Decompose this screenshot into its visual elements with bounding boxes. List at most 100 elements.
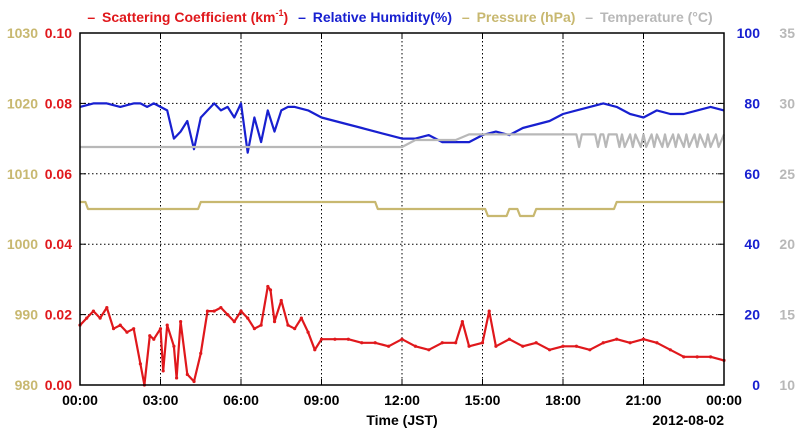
scattering-coefficient-point [172, 344, 176, 348]
pressure-tick-label: 1020 [7, 95, 38, 111]
scattering-coefficient-point [118, 323, 122, 327]
scattering-coefficient-point [125, 330, 129, 334]
scattering-coefficient-point [313, 348, 317, 352]
legend-scatter-close: ) [284, 9, 289, 25]
scattering-coefficient-point [547, 348, 552, 352]
scattering-coefficient-point [165, 323, 169, 327]
scattering-coefficient-point [454, 341, 458, 345]
scattering-coefficient-point [507, 337, 511, 341]
scattering-coefficient-point [373, 341, 377, 345]
legend-temperature: Temperature (°C) [600, 9, 713, 25]
scattering-coefficient-point [161, 369, 165, 373]
scattering-coefficient-point [105, 305, 109, 310]
x-axis-title: Time (JST) [366, 412, 437, 428]
scattering-coefficient-point [91, 309, 96, 313]
x-tick-label: 21:00 [626, 392, 662, 408]
legend-dash-pressure: – [462, 9, 470, 25]
legend-scatter-sup: -1 [275, 8, 283, 18]
scattering-coefficient-point [132, 327, 136, 331]
scattering-coefficient-point [427, 348, 431, 352]
legend-dash-humidity: – [298, 9, 306, 25]
scattering-coefficient-point [413, 344, 418, 348]
scattering-coefficient-point [460, 320, 464, 324]
scattering-coefficient-point [668, 348, 672, 352]
scattering-coefficient-point [272, 320, 277, 324]
scattering-coefficient-point [615, 337, 619, 341]
temperature-tick-label: 30 [779, 95, 795, 111]
x-tick-label: 00:00 [706, 392, 742, 408]
scattering-coefficient-point [85, 316, 89, 320]
temperature-tick-label: 10 [779, 377, 795, 393]
scattering-coefficient-point [360, 341, 364, 345]
pressure-tick-label: 990 [15, 307, 39, 323]
scattering-coefficient-point [386, 344, 391, 348]
scattering-coefficient-point [708, 355, 713, 359]
scattering-coefficient-point [148, 334, 152, 338]
scattering-coefficient-point [299, 316, 303, 320]
scattering-coefficient-point [293, 327, 297, 331]
legend: – Scattering Coefficient (km-1) – Relati… [87, 8, 712, 25]
tick-labels: 10301020101010009909800.100.080.060.040.… [7, 25, 795, 408]
scattering-coefficient-point [246, 316, 250, 320]
temperature-tick-label: 15 [779, 307, 795, 323]
scatter-tick-label: 0.02 [45, 307, 72, 323]
scatter-tick-label: 0.08 [45, 95, 72, 111]
temperature-line [80, 133, 726, 149]
pressure-tick-label: 980 [15, 377, 39, 393]
scattering-coefficient-point [467, 344, 471, 348]
scattering-coefficient-point [319, 337, 324, 341]
scattering-coefficient-point [175, 376, 179, 380]
scattering-coefficient-point [682, 355, 686, 359]
series-layer [78, 102, 726, 387]
humidity-tick-label: 60 [744, 166, 760, 182]
scattering-coefficient-point [641, 337, 646, 341]
scatter-tick-label: 0.00 [45, 377, 72, 393]
legend-scatter: Scattering Coefficient (km [102, 9, 275, 25]
x-tick-label: 06:00 [223, 392, 259, 408]
scattering-coefficient-point [205, 309, 210, 313]
pressure-tick-label: 1030 [7, 25, 38, 41]
humidity-tick-label: 40 [744, 236, 760, 252]
scattering-coefficient-point [98, 316, 102, 320]
legend-pressure: Pressure (hPa) [477, 9, 576, 25]
legend-humidity: Relative Humidity(%) [313, 9, 452, 25]
x-tick-label: 18:00 [545, 392, 581, 408]
scattering-coefficient-point [239, 309, 243, 313]
scattering-coefficient-point [179, 320, 183, 324]
scattering-coefficient-point [225, 313, 230, 317]
scattering-coefficient-point [219, 305, 223, 310]
legend-dash-temperature: – [585, 9, 593, 25]
scattering-coefficient-point [534, 341, 538, 345]
temperature-tick-label: 35 [779, 25, 795, 41]
plot-frame [79, 32, 725, 386]
scatter-tick-label: 0.06 [45, 166, 72, 182]
scattering-coefficient-point [199, 351, 203, 355]
scattering-coefficient-point [480, 341, 485, 345]
humidity-tick-label: 100 [737, 25, 761, 41]
scattering-coefficient-point [192, 379, 196, 384]
scattering-coefficient-point [346, 337, 350, 341]
temperature-tick-label: 20 [779, 236, 795, 252]
x-tick-label: 09:00 [304, 392, 340, 408]
scattering-coefficient-point [487, 309, 491, 313]
scattering-coefficient-point [252, 327, 257, 331]
scattering-coefficient-point [574, 344, 579, 348]
scattering-coefficient-point [138, 362, 142, 366]
scattering-coefficient-point [628, 341, 632, 345]
scattering-coefficient-point [521, 344, 525, 348]
x-tick-label: 03:00 [143, 392, 179, 408]
scattering-coefficient-point [494, 344, 498, 348]
scattering-coefficient-point [695, 355, 699, 359]
x-tick-label: 12:00 [384, 392, 420, 408]
x-tick-label: 15:00 [465, 392, 501, 408]
pressure-line [80, 200, 724, 218]
scatter-tick-label: 0.10 [45, 25, 72, 41]
humidity-tick-label: 80 [744, 95, 760, 111]
scattering-coefficient-point [266, 284, 270, 289]
pressure-tick-label: 1000 [7, 236, 38, 252]
scattering-coefficient-point [601, 341, 605, 345]
scattering-coefficient-point [333, 337, 337, 341]
scattering-coefficient-point [152, 337, 156, 341]
scattering-coefficient-point [268, 288, 273, 292]
